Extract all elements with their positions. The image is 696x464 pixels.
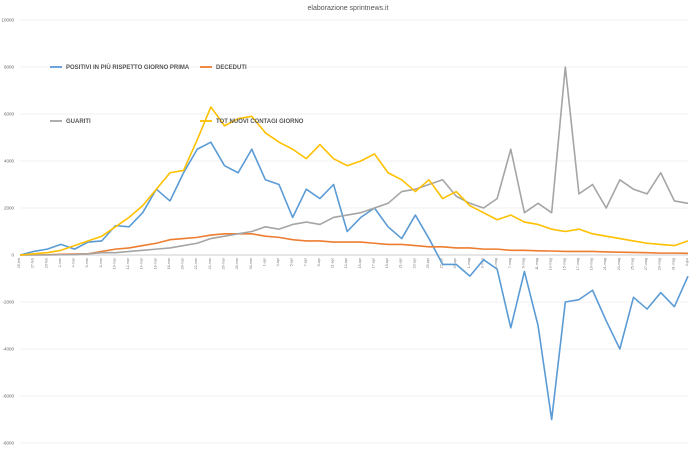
x-tick-label: 7-apr: [303, 257, 307, 266]
y-tick-label: 8000: [4, 65, 15, 70]
x-tick-label: 5-mag: [494, 258, 498, 268]
x-tick-label: 27-feb: [31, 258, 35, 268]
x-tick-label: 24-mar: [208, 257, 212, 269]
x-tick-label: 4-mar: [72, 257, 76, 267]
x-tick-label: 11-apr: [331, 257, 335, 268]
legend-label: POSITIVI IN PIÙ RISPETTO GIORNO PRIMA: [66, 64, 190, 71]
x-tick-label: 29-feb: [44, 258, 48, 268]
x-tick-label: 20-mar: [181, 257, 185, 269]
x-tick-label: 9-apr: [317, 257, 321, 266]
legend: POSITIVI IN PIÙ RISPETTO GIORNO PRIMA DEC…: [50, 64, 304, 125]
x-tick-label: 12-mar: [126, 257, 130, 269]
x-tick-label: 23-apr: [412, 257, 416, 268]
legend-label: DECEDUTI: [216, 65, 247, 71]
y-tick-label: -8000: [2, 441, 14, 446]
x-tick-label: 28-mar: [235, 257, 239, 269]
x-tick-label: 27-mag: [644, 258, 648, 270]
x-tick-label: 21-apr: [399, 257, 403, 268]
x-tick-label: 23-mag: [617, 258, 621, 270]
x-tick-label: 22-mar: [194, 257, 198, 269]
x-tick-label: 6-mar: [85, 257, 89, 267]
y-tick-label: 0: [11, 253, 14, 258]
x-tick-label: 9-mag: [521, 258, 525, 268]
x-tick-label: 1-apr: [262, 257, 266, 266]
legend-label: GUARITI: [66, 119, 91, 125]
y-tick-label: -6000: [2, 394, 14, 399]
y-tick-label: -4000: [2, 347, 14, 352]
series-line-1: [19, 233, 689, 256]
chart-title: elaborazione sprintnews.it: [308, 5, 389, 12]
x-tick-label: 30-mar: [249, 257, 253, 269]
x-tick-label: 25-mag: [630, 258, 634, 270]
x-axis-ticks: 25-feb 27-feb 29-feb 2-mar 4-mar 6-mar 8-mar 10…: [17, 257, 689, 270]
x-tick-label: 3-apr: [276, 257, 280, 266]
x-tick-label: 1-mag: [467, 258, 471, 268]
x-tick-label: 17-mag: [576, 258, 580, 270]
x-tick-label: 2-giu: [685, 258, 689, 266]
x-tick-label: 19-apr: [385, 257, 389, 268]
x-tick-label: 18-mar: [167, 257, 171, 269]
x-tick-label: 8-mar: [99, 257, 103, 267]
x-tick-label: 26-mar: [221, 257, 225, 269]
x-tick-label: 11-mag: [535, 258, 539, 270]
x-tick-label: 13-apr: [344, 257, 348, 268]
y-tick-label: 2000: [4, 206, 15, 211]
x-tick-label: 2-mar: [58, 257, 62, 267]
x-tick-label: 31-mag: [671, 258, 675, 270]
legend-label: TOT NUOVI CONTAGI GIORNO: [216, 119, 304, 125]
x-tick-label: 13-mag: [549, 258, 553, 270]
series-lines: [19, 66, 689, 421]
series-line-3: [19, 106, 689, 256]
x-tick-label: 29-apr: [453, 257, 457, 268]
x-tick-label: 15-mag: [562, 258, 566, 270]
x-tick-label: 21-mag: [603, 258, 607, 270]
x-tick-label: 19-mag: [590, 258, 594, 270]
x-tick-label: 3-mag: [481, 258, 485, 268]
x-tick-label: 25-feb: [17, 258, 21, 268]
series-line-0: [19, 141, 689, 421]
x-tick-label: 10-mar: [112, 257, 116, 269]
x-tick-label: 17-apr: [371, 257, 375, 268]
x-tick-label: 29-mag: [658, 258, 662, 270]
x-tick-label: 7-mag: [508, 258, 512, 268]
x-tick-label: 5-apr: [290, 257, 294, 266]
y-tick-label: -2000: [2, 300, 14, 305]
x-tick-label: 15-apr: [358, 257, 362, 268]
y-tick-label: 10000: [1, 18, 14, 23]
x-tick-label: 25-apr: [426, 257, 430, 268]
y-axis-ticks: -8000 -6000 -4000 -2000 0 2000 4000 6000 8000 100…: [1, 18, 14, 446]
y-tick-label: 4000: [4, 159, 15, 164]
y-tick-label: 6000: [4, 112, 15, 117]
grid: [20, 19, 688, 444]
x-tick-label: 16-mar: [153, 257, 157, 269]
x-tick-label: 14-mar: [140, 257, 144, 269]
series-line-2: [20, 66, 689, 256]
